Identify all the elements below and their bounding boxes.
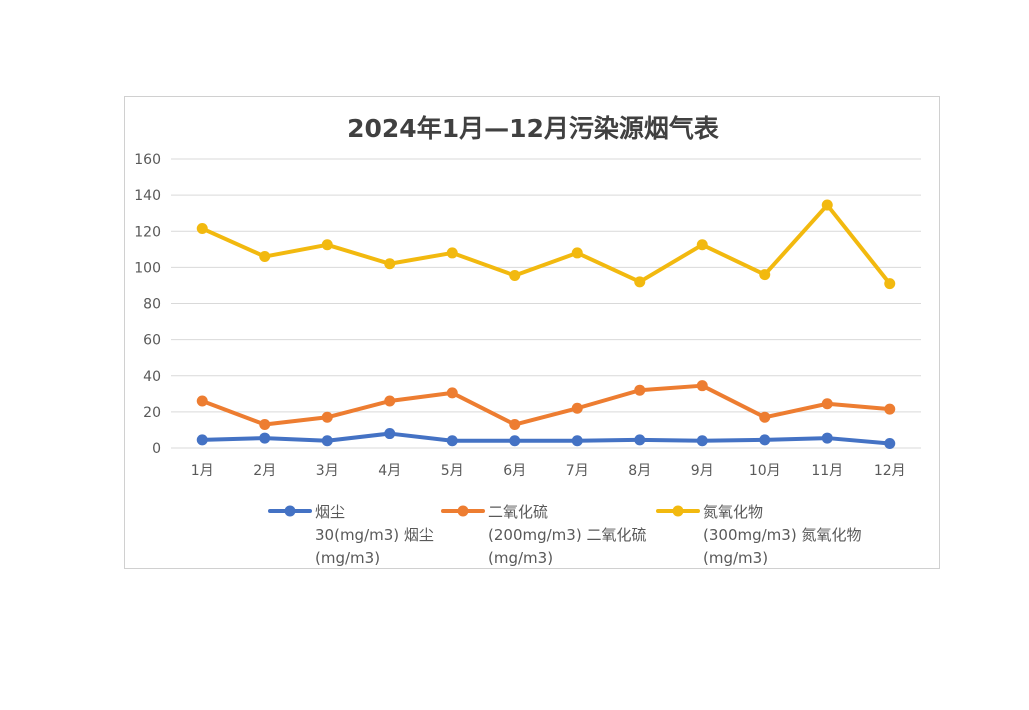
data-point	[634, 434, 646, 446]
data-point	[634, 384, 646, 396]
legend-item-1: 烟尘 30(mg/m3) 烟尘 (mg/m3)	[268, 503, 434, 567]
data-point	[446, 247, 458, 259]
y-tick-label: 160	[134, 152, 161, 168]
x-tick-label: 11月	[811, 463, 843, 479]
series-3	[196, 199, 896, 290]
series-line	[200, 383, 892, 427]
data-point	[884, 278, 896, 290]
legend-label: (mg/m3)	[703, 549, 768, 567]
legend-label: 30(mg/m3) 烟尘	[315, 526, 434, 544]
data-point	[571, 402, 583, 414]
data-point	[509, 270, 521, 282]
legend-swatch-marker	[284, 505, 296, 517]
y-tick-label: 80	[143, 297, 161, 313]
data-point	[259, 251, 271, 263]
line-chart: 2024年1月—12月污染源烟气表 020406080100120140160 …	[134, 114, 921, 567]
x-tick-label: 6月	[503, 463, 526, 479]
data-point	[696, 380, 708, 392]
data-point	[384, 395, 396, 407]
data-point	[196, 223, 208, 235]
data-point	[759, 269, 771, 281]
series-layer	[196, 199, 896, 449]
x-tick-label: 8月	[628, 463, 651, 479]
series-1	[196, 428, 896, 449]
data-point	[884, 403, 896, 415]
chart-frame: 2024年1月—12月污染源烟气表 0 20 40 60 80 100 120 140 160 …	[124, 96, 940, 569]
y-tick-label: 100	[134, 260, 161, 276]
legend-item-2: 二氧化硫 (200mg/m3) 二氧化硫 (mg/m3)	[441, 503, 646, 567]
series-line	[200, 203, 892, 286]
y-axis-ticks: 0 20 40 60 80 100 120 140 160	[134, 152, 161, 457]
legend-label: (300mg/m3) 氮氧化物	[703, 526, 861, 544]
data-point	[759, 434, 771, 446]
chart-title: 2024年1月—12月污染源烟气表	[347, 114, 720, 143]
data-point	[571, 247, 583, 259]
data-point	[509, 435, 521, 447]
legend-label: (mg/m3)	[315, 549, 380, 567]
data-point	[384, 258, 396, 270]
y-tick-label: 40	[143, 369, 161, 385]
grid-layer	[171, 158, 921, 449]
legend-item-3: 氮氧化物 (300mg/m3) 氮氧化物 (mg/m3)	[656, 503, 861, 567]
data-point	[759, 411, 771, 423]
data-point	[446, 387, 458, 399]
data-point	[196, 434, 208, 446]
legend-label: (mg/m3)	[488, 549, 553, 567]
data-point	[821, 398, 833, 410]
data-point	[571, 435, 583, 447]
data-point	[634, 276, 646, 288]
legend-label: 氮氧化物	[703, 503, 763, 521]
x-tick-label: 1月	[191, 463, 214, 479]
x-tick-label: 9月	[691, 463, 714, 479]
data-point	[196, 395, 208, 407]
legend-label: 烟尘	[315, 503, 345, 521]
x-tick-label: 3月	[316, 463, 339, 479]
legend-label: 二氧化硫	[488, 503, 548, 521]
y-tick-label: 60	[143, 333, 161, 349]
y-tick-label: 20	[143, 405, 161, 421]
x-tick-label: 4月	[378, 463, 401, 479]
y-tick-label: 140	[134, 188, 161, 204]
x-tick-label: 12月	[874, 463, 906, 479]
legend-swatch-marker	[672, 505, 684, 517]
legend-swatch-marker	[457, 505, 469, 517]
x-tick-label: 10月	[749, 463, 781, 479]
series-2	[196, 380, 896, 431]
data-point	[821, 432, 833, 444]
series-line	[200, 431, 892, 446]
legend: 烟尘 30(mg/m3) 烟尘 (mg/m3) 二氧化硫 (200mg/m3) 二氧化硫…	[268, 503, 861, 567]
data-point	[821, 199, 833, 211]
data-point	[321, 435, 333, 447]
data-point	[509, 419, 521, 431]
data-point	[696, 435, 708, 447]
legend-label: (200mg/m3) 二氧化硫	[488, 526, 646, 544]
data-point	[259, 419, 271, 431]
data-point	[884, 437, 896, 449]
x-tick-label: 2月	[253, 463, 276, 479]
data-point	[259, 432, 271, 444]
x-tick-label: 7月	[566, 463, 589, 479]
x-axis-ticks: 1月 2月 3月 4月 5月 6月 7月 8月 9月 10月 11月 12月	[191, 463, 906, 479]
data-point	[384, 428, 396, 440]
data-point	[321, 239, 333, 251]
data-point	[446, 435, 458, 447]
y-tick-label: 120	[134, 224, 161, 240]
data-point	[321, 411, 333, 423]
y-tick-label: 0	[152, 441, 161, 457]
data-point	[696, 239, 708, 251]
x-tick-label: 5月	[441, 463, 464, 479]
